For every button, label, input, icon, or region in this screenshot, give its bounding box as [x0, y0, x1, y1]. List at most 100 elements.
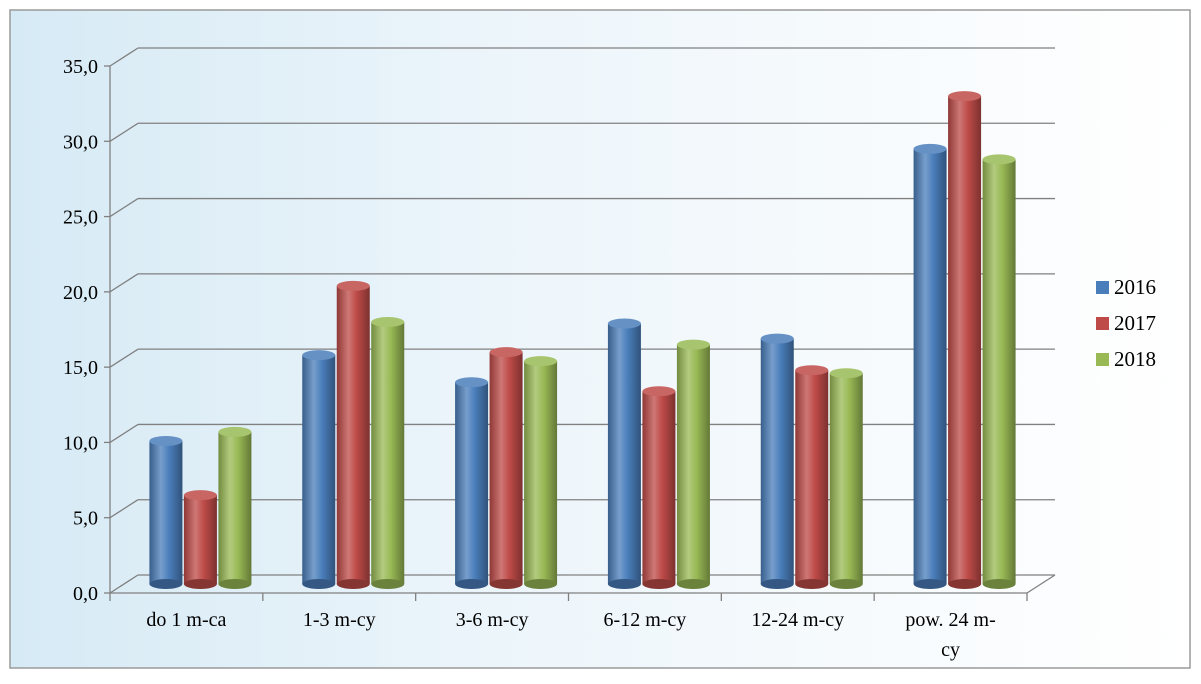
y-tick-label: 5,0 [73, 508, 98, 530]
bar-top [607, 318, 641, 329]
bar-2016-3 [455, 377, 489, 589]
bar-body [336, 285, 370, 584]
bar-base [760, 579, 794, 589]
bar-base [302, 579, 336, 589]
bar-2018-6 [982, 154, 1016, 589]
bar-top [302, 350, 336, 361]
gridline-depth [109, 499, 139, 519]
bar-2017-1 [183, 490, 217, 589]
bar-body [489, 352, 523, 584]
bar-body [760, 338, 794, 584]
bar-top [982, 154, 1016, 165]
bar-2018-5 [829, 368, 863, 589]
bar-top [336, 280, 370, 291]
bar-top [218, 426, 252, 437]
bar-top [948, 91, 982, 102]
bar-base [607, 579, 641, 589]
gridline-depth [109, 574, 139, 594]
x-tick-label: 6-12 m-cy [604, 609, 687, 631]
legend-swatch-2017 [1096, 317, 1109, 330]
bar-2017-5 [795, 365, 829, 589]
bar-top [455, 377, 489, 388]
y-tick-label: 30,0 [63, 131, 98, 153]
bar-top [371, 317, 405, 328]
bar-2016-6 [913, 143, 947, 589]
bar-2017-3 [489, 347, 523, 589]
bar-base [524, 579, 558, 589]
floor-edge [1026, 574, 1056, 594]
gridline-depth [109, 198, 139, 218]
x-tick-label: do 1 m-ca [146, 609, 226, 631]
y-tick-label: 20,0 [63, 282, 98, 304]
legend-swatch-2018 [1096, 353, 1109, 366]
bar-body [183, 495, 217, 584]
x-tick-labels: do 1 m-ca 1-3 m-cy 3-6 m-cy 6-12 m-cy 12-24 … [146, 609, 995, 661]
legend: 2016 2017 2018 [1096, 275, 1156, 371]
bar-base [913, 579, 947, 589]
bar-2016-5 [760, 333, 794, 589]
bar-2017-2 [336, 280, 370, 589]
legend-label-2016: 2016 [1114, 275, 1156, 299]
bar-body [524, 361, 558, 584]
bar-body [913, 148, 947, 584]
bar-base [218, 579, 252, 589]
x-tick-label: 1-3 m-cy [303, 609, 376, 631]
bar-base [642, 579, 676, 589]
bar-top [489, 347, 523, 358]
y-tick-labels: 0,0 5,0 10,0 15,0 20,0 25,0 30,0 35,0 [63, 56, 98, 605]
legend-swatch-2016 [1096, 281, 1109, 294]
bar-base [676, 579, 710, 589]
bars [149, 91, 1016, 589]
bar-top [642, 386, 676, 397]
y-tick-label: 0,0 [73, 583, 98, 605]
bar-2016-1 [149, 435, 183, 589]
bar-top [149, 435, 183, 446]
bar-2017-6 [948, 91, 982, 589]
gridline-depth [109, 273, 139, 293]
gridline-depth [109, 348, 139, 368]
gridline-depth [109, 122, 139, 142]
bar-body [948, 96, 982, 585]
bar-2018-4 [676, 339, 710, 589]
gridline-depth [109, 423, 139, 443]
bar-base [489, 579, 523, 589]
y-tick-label: 15,0 [63, 357, 98, 379]
axes [104, 65, 1056, 601]
bar-2016-4 [607, 318, 641, 589]
bar-2018-2 [371, 317, 405, 589]
bar-base [455, 579, 489, 589]
legend-label-2018: 2018 [1114, 347, 1156, 371]
bar-base [149, 579, 183, 589]
bar-body [795, 370, 829, 584]
legend-label-2017: 2017 [1114, 311, 1156, 335]
bar-body [676, 344, 710, 584]
bar-base [336, 579, 370, 589]
bar-base [982, 579, 1016, 589]
bar-body [642, 391, 676, 584]
bar-base [948, 579, 982, 589]
bar-body [829, 373, 863, 584]
bar-2018-3 [524, 356, 558, 589]
y-tick-label: 10,0 [63, 432, 98, 454]
bar-base [371, 579, 405, 589]
bar-body [302, 355, 336, 584]
bar-top [913, 143, 947, 154]
bar-base [183, 579, 217, 589]
bar-top [829, 368, 863, 379]
y-tick-label: 35,0 [63, 56, 98, 78]
bar-top [760, 333, 794, 344]
x-tick-label: pow. 24 m- [905, 609, 995, 631]
bar-top [183, 490, 217, 501]
bar-body [371, 322, 405, 584]
bar-2018-1 [218, 426, 252, 589]
y-tick-label: 25,0 [63, 207, 98, 229]
bar-base [829, 579, 863, 589]
bar-body [607, 323, 641, 584]
bar-top [524, 356, 558, 367]
bar-body [455, 382, 489, 584]
x-tick-label: 12-24 m-cy [751, 609, 844, 631]
bar-body [982, 159, 1016, 585]
bar-body [218, 431, 252, 584]
